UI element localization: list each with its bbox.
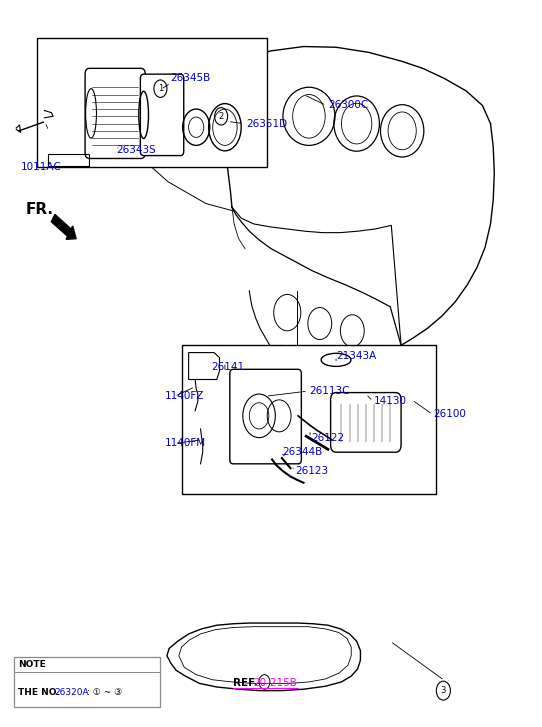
Text: 26113C: 26113C [309, 386, 350, 396]
FancyBboxPatch shape [85, 68, 145, 158]
Text: 26122: 26122 [312, 433, 345, 443]
FancyArrow shape [51, 214, 76, 239]
FancyBboxPatch shape [182, 345, 436, 494]
Text: : ① ~ ③: : ① ~ ③ [87, 688, 122, 696]
Text: 3: 3 [441, 686, 446, 695]
Text: 26141: 26141 [211, 362, 244, 372]
Text: 26320A: 26320A [55, 688, 89, 696]
Text: 26344B: 26344B [282, 447, 322, 457]
Text: 26123: 26123 [295, 466, 328, 476]
Text: 26345B: 26345B [171, 73, 211, 83]
Text: 26351D: 26351D [247, 119, 288, 129]
Text: FR.: FR. [26, 202, 54, 217]
Text: 2: 2 [218, 112, 224, 121]
Text: 14130: 14130 [374, 396, 407, 406]
Text: REF.: REF. [233, 678, 258, 688]
Text: THE NO.: THE NO. [18, 688, 63, 696]
Text: NOTE: NOTE [18, 660, 46, 669]
Text: 1140FM: 1140FM [165, 438, 207, 449]
FancyBboxPatch shape [331, 393, 401, 452]
Text: 26343S: 26343S [117, 145, 156, 156]
FancyBboxPatch shape [230, 369, 301, 464]
Text: 20-215B: 20-215B [254, 678, 298, 688]
Text: 1: 1 [158, 84, 163, 93]
Text: 1011AC: 1011AC [21, 162, 61, 172]
FancyBboxPatch shape [37, 38, 267, 167]
FancyBboxPatch shape [14, 657, 160, 707]
FancyBboxPatch shape [140, 74, 184, 156]
Text: 26100: 26100 [434, 409, 467, 419]
Text: 26300C: 26300C [328, 100, 368, 111]
Text: 1140FZ: 1140FZ [165, 391, 205, 401]
Text: 21343A: 21343A [336, 351, 376, 361]
